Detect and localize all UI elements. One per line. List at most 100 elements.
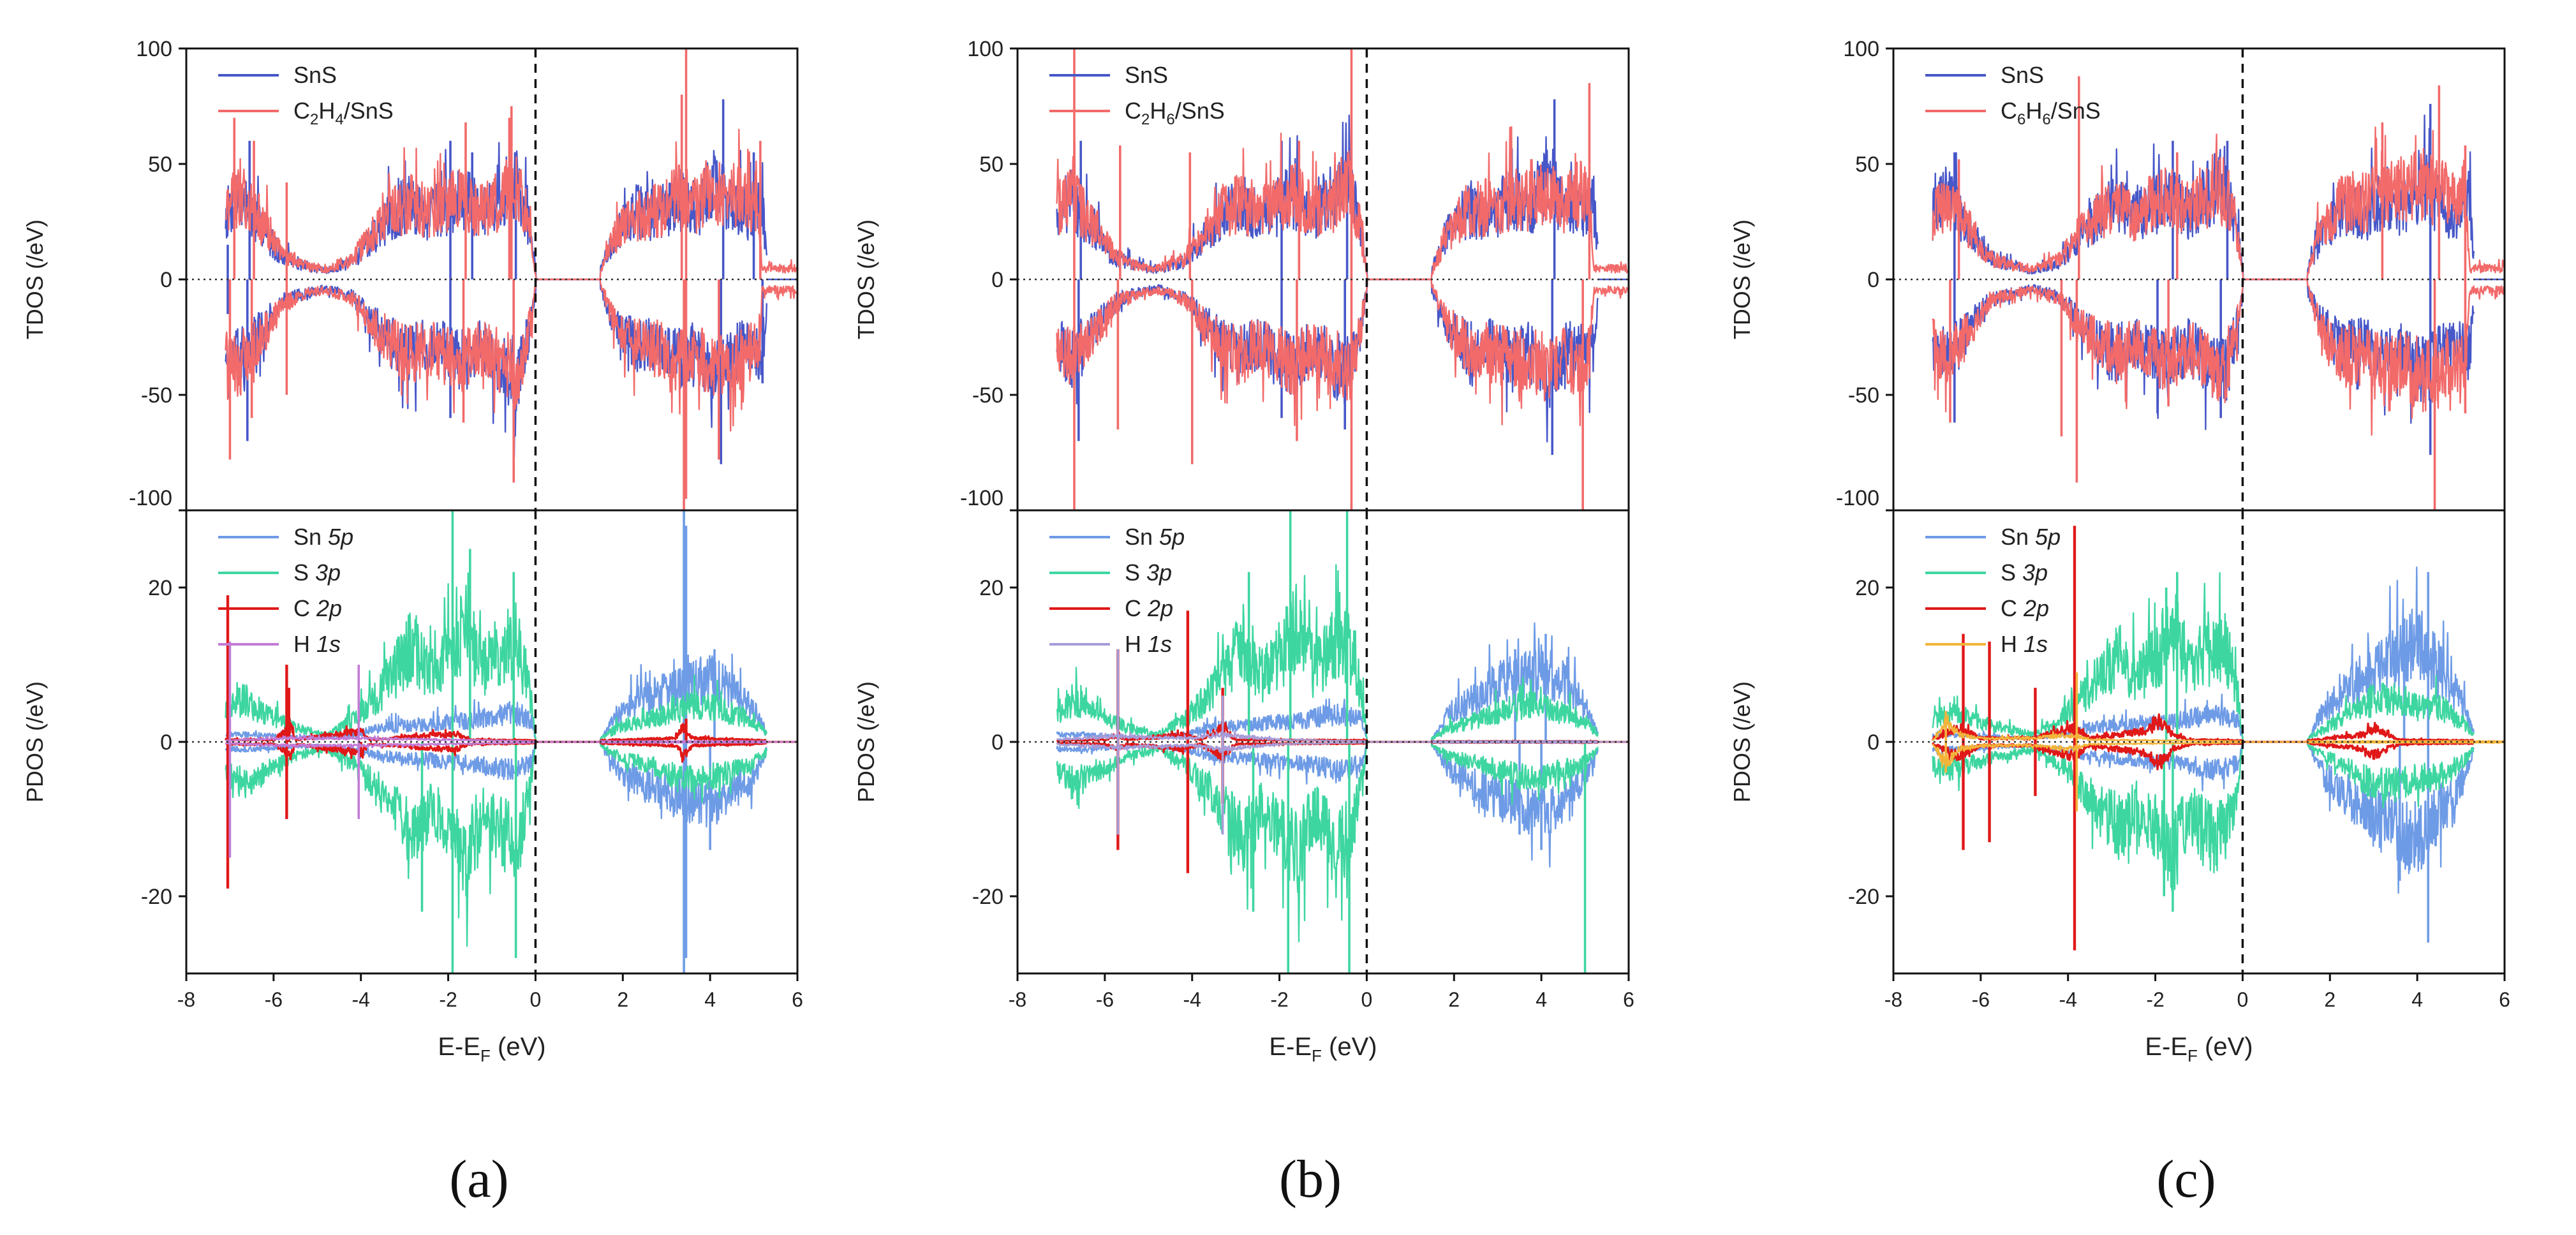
series-line-c6h6-sns-down bbox=[1932, 278, 2505, 436]
y-tick-label: -20 bbox=[972, 885, 1003, 909]
y-axis-label: PDOS (/eV) bbox=[853, 681, 879, 802]
series-line-s-3p-down bbox=[1056, 741, 1599, 943]
tdos-plot-area bbox=[1056, 48, 1629, 510]
tdos-legend: SnS C6H6/SnS bbox=[1925, 62, 2101, 128]
y-tick-label: 0 bbox=[1867, 730, 1879, 755]
x-tick-label: -4 bbox=[2059, 988, 2076, 1011]
series-line-c6h6-sns-up bbox=[1932, 126, 2505, 281]
series-line-h-1s-down bbox=[225, 741, 767, 749]
pdos-plot-area bbox=[1056, 510, 1629, 973]
x-tick-label: 2 bbox=[1448, 988, 1460, 1011]
series-line-sn-5p-down bbox=[1932, 741, 2475, 894]
y-tick-label: -50 bbox=[972, 383, 1003, 408]
x-axis-label: E-EF (eV) bbox=[2145, 1033, 2253, 1065]
series-line-h-1s-up bbox=[225, 734, 767, 743]
y-tick-label: -100 bbox=[1836, 486, 1879, 510]
y-tick-label: 0 bbox=[991, 268, 1003, 292]
x-tick-label: 0 bbox=[2237, 988, 2249, 1011]
series-line-c2h4-sns-down bbox=[225, 278, 797, 432]
y-tick-label: 50 bbox=[979, 152, 1003, 177]
series-line-s-3p-up bbox=[1932, 572, 2475, 743]
tdos-legend: SnS C2H4/SnS bbox=[218, 62, 394, 128]
y-axis-label: PDOS (/eV) bbox=[1729, 681, 1755, 802]
y-tick-label: 0 bbox=[160, 268, 172, 292]
x-tick-label: 6 bbox=[1623, 988, 1634, 1011]
y-tick-label: -50 bbox=[1848, 383, 1879, 408]
legend-entry-label: H 1s bbox=[293, 631, 341, 657]
y-tick-label: 0 bbox=[991, 730, 1003, 755]
legend-entry-label: Sn 5p bbox=[1125, 524, 1185, 550]
x-tick-label: -2 bbox=[2146, 988, 2164, 1011]
legend-entry-label: SnS bbox=[293, 62, 337, 88]
x-tick-label: -6 bbox=[1972, 988, 1990, 1011]
y-tick-label: 20 bbox=[1855, 576, 1879, 600]
tdos-legend: SnS C2H6/SnS bbox=[1049, 62, 1225, 128]
x-tick-label: 4 bbox=[704, 988, 716, 1011]
y-axis-label: TDOS (/eV) bbox=[22, 219, 48, 339]
series-line-h-1s-up bbox=[1056, 730, 1599, 743]
pdos-legend: Sn 5p S 3p C 2p H 1s bbox=[1049, 524, 1185, 657]
legend-entry-label: S 3p bbox=[293, 559, 341, 586]
x-axis-label: E-EF (eV) bbox=[438, 1033, 545, 1065]
series-line-s-3p-down bbox=[1932, 741, 2475, 892]
series-line-c2h6-sns-down bbox=[1056, 278, 1629, 426]
series-line-h-1s-up bbox=[1932, 711, 2505, 743]
x-tick-label: 2 bbox=[2324, 988, 2335, 1011]
series-line-s-3p-down bbox=[225, 741, 767, 947]
panel-label: (b) bbox=[1279, 1150, 1342, 1209]
y-tick-label: 20 bbox=[148, 576, 172, 600]
series-line-s-3p-up bbox=[225, 572, 767, 743]
series-line-h-1s-down bbox=[1932, 741, 2505, 769]
x-tick-label: 0 bbox=[1361, 988, 1373, 1011]
y-tick-label: -100 bbox=[960, 486, 1003, 510]
legend-entry-label: SnS bbox=[1125, 62, 1168, 88]
y-tick-label: 100 bbox=[136, 37, 172, 61]
panel-label: (a) bbox=[449, 1150, 508, 1209]
legend-entry-label: C2H4/SnS bbox=[293, 98, 394, 128]
y-tick-label: -50 bbox=[141, 383, 172, 408]
x-tick-label: -6 bbox=[265, 988, 283, 1011]
x-tick-label: -8 bbox=[177, 988, 195, 1011]
tdos-subplot: 100 50 0 -50 -100 TDOS (/eV) SnS C2H6/SnS bbox=[853, 37, 1630, 512]
dos-panel-b: 100 50 0 -50 -100 TDOS (/eV) SnS C2H6/SnS 2 0 0 -20… bbox=[853, 37, 1634, 1209]
x-axis-label: E-EF (eV) bbox=[1269, 1033, 1377, 1065]
x-tick-label: -2 bbox=[1270, 988, 1288, 1011]
y-tick-label: 100 bbox=[967, 37, 1003, 61]
legend-entry-label: Sn 5p bbox=[2001, 524, 2061, 550]
legend-entry-label: S 3p bbox=[1125, 559, 1172, 586]
x-tick-label: 2 bbox=[617, 988, 628, 1011]
y-tick-label: -20 bbox=[141, 885, 172, 909]
tdos-plot-area bbox=[1932, 76, 2505, 510]
legend-entry-label: C 2p bbox=[2001, 595, 2049, 621]
pdos-legend: Sn 5p S 3p C 2p H 1s bbox=[1925, 524, 2061, 657]
legend-entry-label: Sn 5p bbox=[293, 524, 353, 550]
y-axis-label: TDOS (/eV) bbox=[853, 219, 879, 339]
tdos-subplot: 100 50 0 -50 -100 TDOS (/eV) SnS C6H6/SnS bbox=[1729, 37, 2506, 512]
y-tick-label: 50 bbox=[148, 152, 172, 177]
pdos-plot-area bbox=[225, 510, 797, 973]
x-tick-label: 6 bbox=[792, 988, 803, 1011]
x-tick-label: -4 bbox=[1183, 988, 1201, 1011]
series-line-h-1s-down bbox=[1056, 741, 1599, 755]
x-tick-label: -6 bbox=[1096, 988, 1114, 1011]
pdos-plot-area bbox=[1932, 526, 2505, 950]
legend-entry-label: C 2p bbox=[1125, 595, 1173, 621]
x-tick-label: 4 bbox=[1536, 988, 1547, 1011]
legend-entry-label: C6H6/SnS bbox=[2001, 98, 2101, 128]
y-axis-label: TDOS (/eV) bbox=[1729, 219, 1755, 339]
legend-entry-label: C 2p bbox=[293, 595, 342, 621]
y-tick-label: 50 bbox=[1855, 152, 1879, 177]
panel-label: (c) bbox=[2156, 1150, 2216, 1209]
x-tick-label: 0 bbox=[530, 988, 542, 1011]
y-tick-label: 0 bbox=[1867, 268, 1879, 292]
legend-entry-label: SnS bbox=[2001, 62, 2044, 88]
tdos-plot-area bbox=[225, 48, 797, 510]
x-tick-label: -8 bbox=[1884, 988, 1902, 1011]
legend-entry-label: C2H6/SnS bbox=[1125, 98, 1225, 128]
series-line-c2h6-sns-up bbox=[1056, 126, 1629, 281]
